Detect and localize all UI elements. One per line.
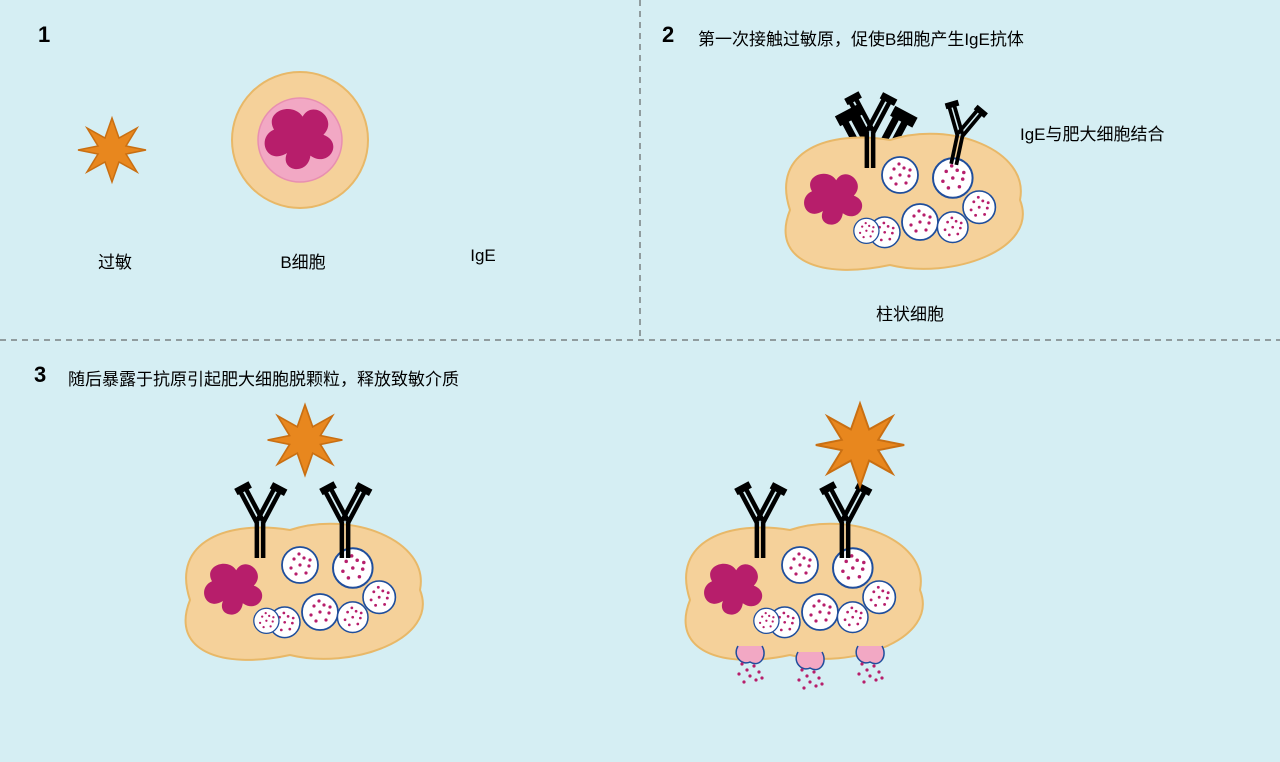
panel1-label-ige: IgE (448, 246, 518, 266)
panel1-label-bcell: B细胞 (258, 248, 348, 273)
panel2-number: 2 (662, 22, 674, 48)
panel2-title: 第一次接触过敏原，促使B细胞产生IgE抗体 (698, 25, 1024, 50)
diagram-canvas: 1 过敏 B细胞 IgE 2 第一次接触过敏原，促使B细胞产生IgE抗体 IgE… (0, 0, 1280, 762)
panel2-bottom: 柱状细胞 (860, 300, 960, 325)
panel3-number: 3 (34, 362, 46, 388)
panel1-number: 1 (38, 22, 50, 48)
panel1-label-allergen: 过敏 (70, 248, 160, 273)
panel2-side: IgE与肥大细胞结合 (1020, 120, 1165, 145)
b-cell-icon (232, 72, 368, 208)
panel3-title: 随后暴露于抗原引起肥大细胞脱颗粒，释放致敏介质 (68, 365, 459, 390)
